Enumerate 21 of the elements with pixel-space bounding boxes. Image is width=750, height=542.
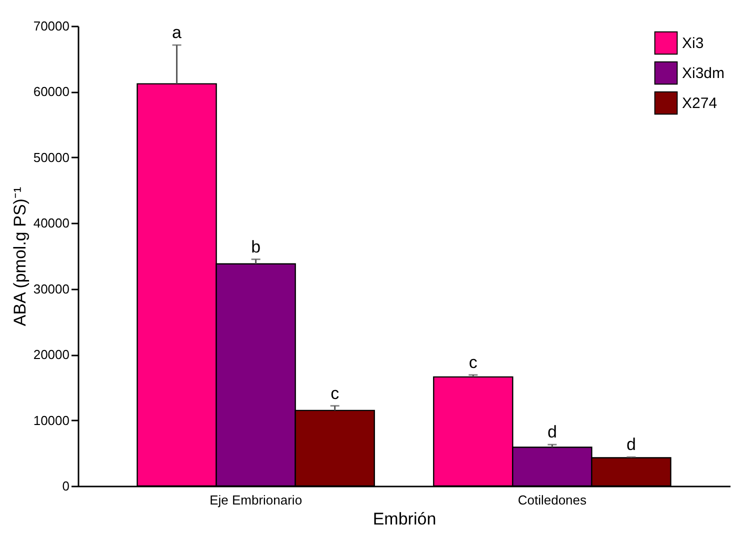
y-tick-label: 20000 bbox=[33, 347, 70, 362]
y-tick-label: 0 bbox=[62, 478, 70, 494]
x-tick-label: Eje Embrionario bbox=[210, 492, 302, 508]
data-label: b bbox=[251, 237, 261, 256]
y-axis-title: ABA (pmol.g PS)⁻¹ bbox=[10, 186, 30, 326]
x-tick-label: Cotiledones bbox=[518, 492, 588, 508]
y-tick-label: 60000 bbox=[33, 84, 70, 100]
y-tick-label: 30000 bbox=[33, 281, 70, 296]
y-tick-label: 50000 bbox=[33, 150, 70, 165]
y-tick-label: 40000 bbox=[33, 216, 70, 231]
x-axis-title: Embrión bbox=[372, 510, 436, 528]
data-label: d bbox=[626, 435, 636, 454]
y-tick-label: 10000 bbox=[33, 412, 70, 428]
y-tick-label: 70000 bbox=[33, 18, 70, 34]
legend-label: X274 bbox=[682, 95, 718, 112]
legend-label: Xi3dm bbox=[682, 65, 725, 82]
legend-label: Xi3 bbox=[682, 35, 704, 52]
data-label: c bbox=[330, 384, 340, 403]
data-label: a bbox=[172, 23, 182, 42]
data-label: d bbox=[547, 422, 557, 442]
data-label: c bbox=[468, 352, 478, 372]
